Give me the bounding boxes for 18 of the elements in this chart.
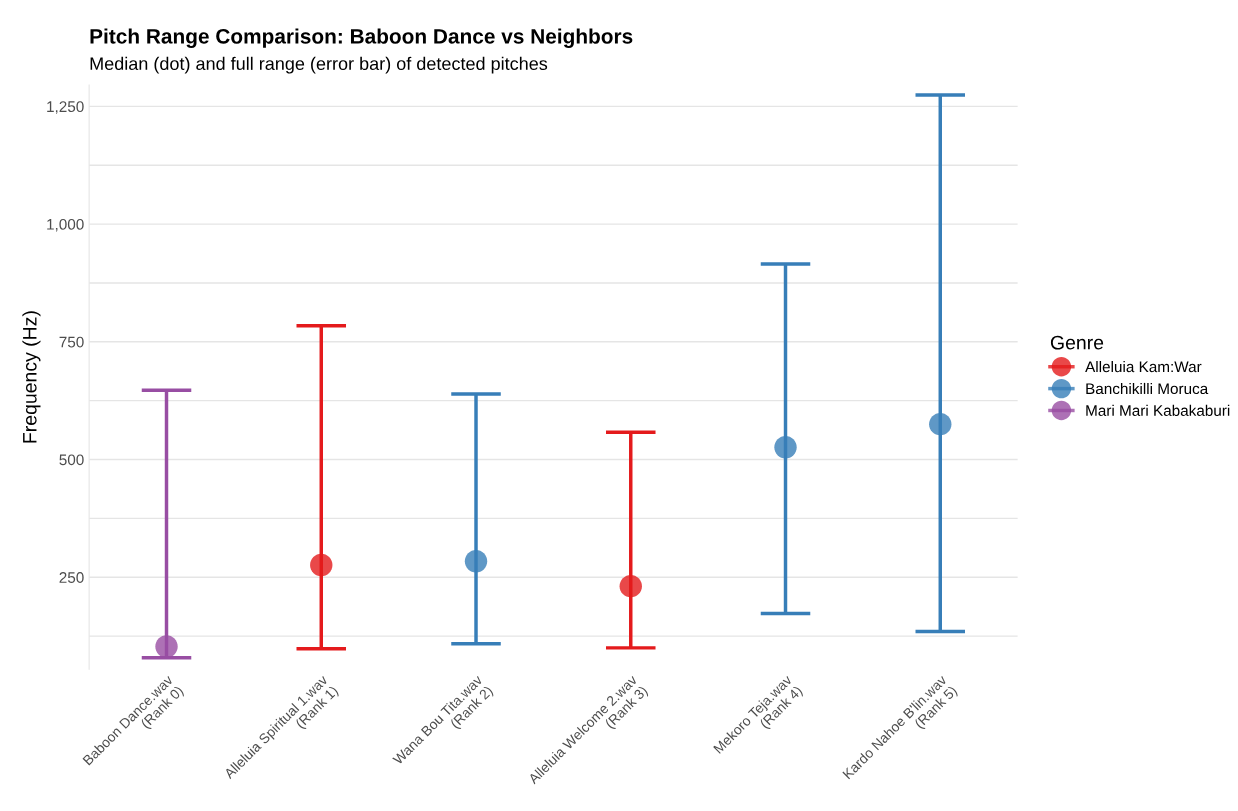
chart-subtitle: Median (dot) and full range (error bar) of detected pitches [90, 56, 548, 74]
point [155, 635, 178, 658]
y-tick-label: 750 [59, 336, 84, 348]
y-tick-label: 1,250 [47, 101, 84, 114]
y-axis-title: Frequency (Hz) [22, 311, 41, 443]
chart-title: Pitch Range Comparison: Baboon Dance vs Neighbors [90, 28, 633, 48]
point [929, 413, 952, 436]
point [310, 553, 333, 577]
point [619, 575, 642, 598]
point [774, 436, 797, 459]
y-tick-label: 500 [59, 454, 84, 466]
y-tick-label: 250 [59, 572, 84, 583]
legend-title: Genre [1050, 335, 1104, 350]
legend-label: Mari Mari Kabakaburi [1086, 404, 1230, 416]
point [464, 550, 488, 573]
y-tick-label: 1,000 [47, 218, 84, 232]
legend-label: Banchikilli Moruca [1086, 382, 1209, 395]
legend-label: Alleluia Kam:War [1085, 361, 1202, 373]
